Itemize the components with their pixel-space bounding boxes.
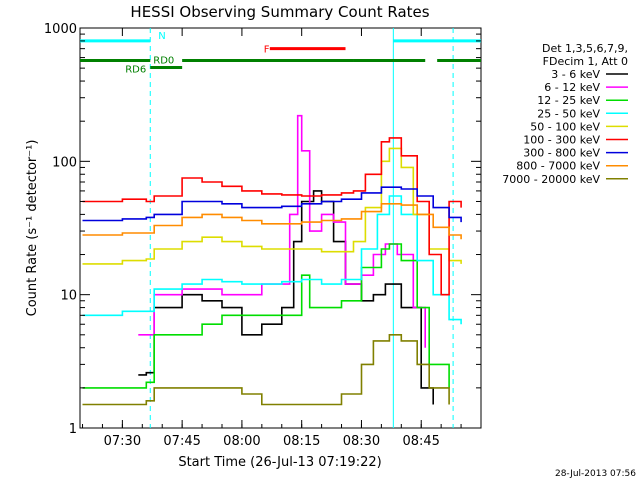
legend-entry-8: 7000 - 20000 keV [502, 173, 600, 186]
legend-entry-6: 300 - 800 keV [523, 147, 600, 160]
y-tick-label-0: 1 [69, 422, 77, 437]
series-line-0 [138, 190, 434, 405]
x-tick-label-2: 08:00 [223, 434, 260, 449]
timestamp: 28-Jul-2013 07:56 [555, 469, 636, 479]
series-line-6 [82, 186, 462, 223]
x-tick-label-0: 07:30 [104, 434, 141, 449]
legend-entry-5: 100 - 300 keV [523, 134, 600, 147]
legend: Det 1,3,5,6,7,9,FDecim 1, Att 03 - 6 keV… [502, 42, 628, 186]
legend-entry-2: 12 - 25 keV [537, 94, 600, 107]
x-tick-label-5: 08:45 [402, 434, 439, 449]
x-tick-label-3: 08:15 [283, 434, 320, 449]
legend-header-0: Det 1,3,5,6,7,9, [542, 42, 628, 55]
y-axis-label: Count Rate (s⁻¹ detector⁻¹) [25, 140, 40, 317]
legend-entry-1: 6 - 12 keV [544, 81, 600, 94]
y-tick-label-1: 10 [60, 289, 77, 304]
y-tick-label-3: 1000 [44, 22, 77, 37]
x-tick-label-1: 07:45 [163, 434, 200, 449]
series-line-2 [82, 243, 450, 389]
chart-title: HESSI Observing Summary Count Rates [130, 3, 429, 21]
annotation-label-3: RD6 [125, 65, 146, 76]
legend-entry-3: 25 - 50 keV [537, 107, 600, 120]
plot-marks: N F RD0 RD6 [80, 28, 481, 428]
annotation-label-2: RD0 [153, 56, 174, 67]
series-line-4 [82, 147, 462, 265]
y-tick-label-2: 100 [52, 155, 77, 170]
series-line-5 [82, 137, 462, 296]
legend-entry-4: 50 - 100 keV [530, 120, 600, 133]
axis-marks: 07:30 07:45 08:00 08:15 08:30 08:45 1 10 100 1000 [44, 22, 481, 449]
x-axis-label: Start Time (26-Jul-13 07:19:22) [178, 455, 381, 470]
x-tick-label-4: 08:30 [343, 434, 380, 449]
plot-frame [79, 27, 482, 429]
legend-entry-7: 800 - 7000 keV [516, 160, 600, 173]
series-line-7 [82, 203, 462, 240]
legend-header-1: FDecim 1, Att 0 [543, 55, 628, 68]
series-line-8 [82, 334, 450, 406]
series-line-1 [138, 114, 426, 348]
series-line-3 [82, 195, 462, 325]
annotation-label-1: F [264, 45, 270, 56]
legend-entry-0: 3 - 6 keV [551, 68, 600, 81]
annotation-label-0: N [158, 31, 165, 42]
